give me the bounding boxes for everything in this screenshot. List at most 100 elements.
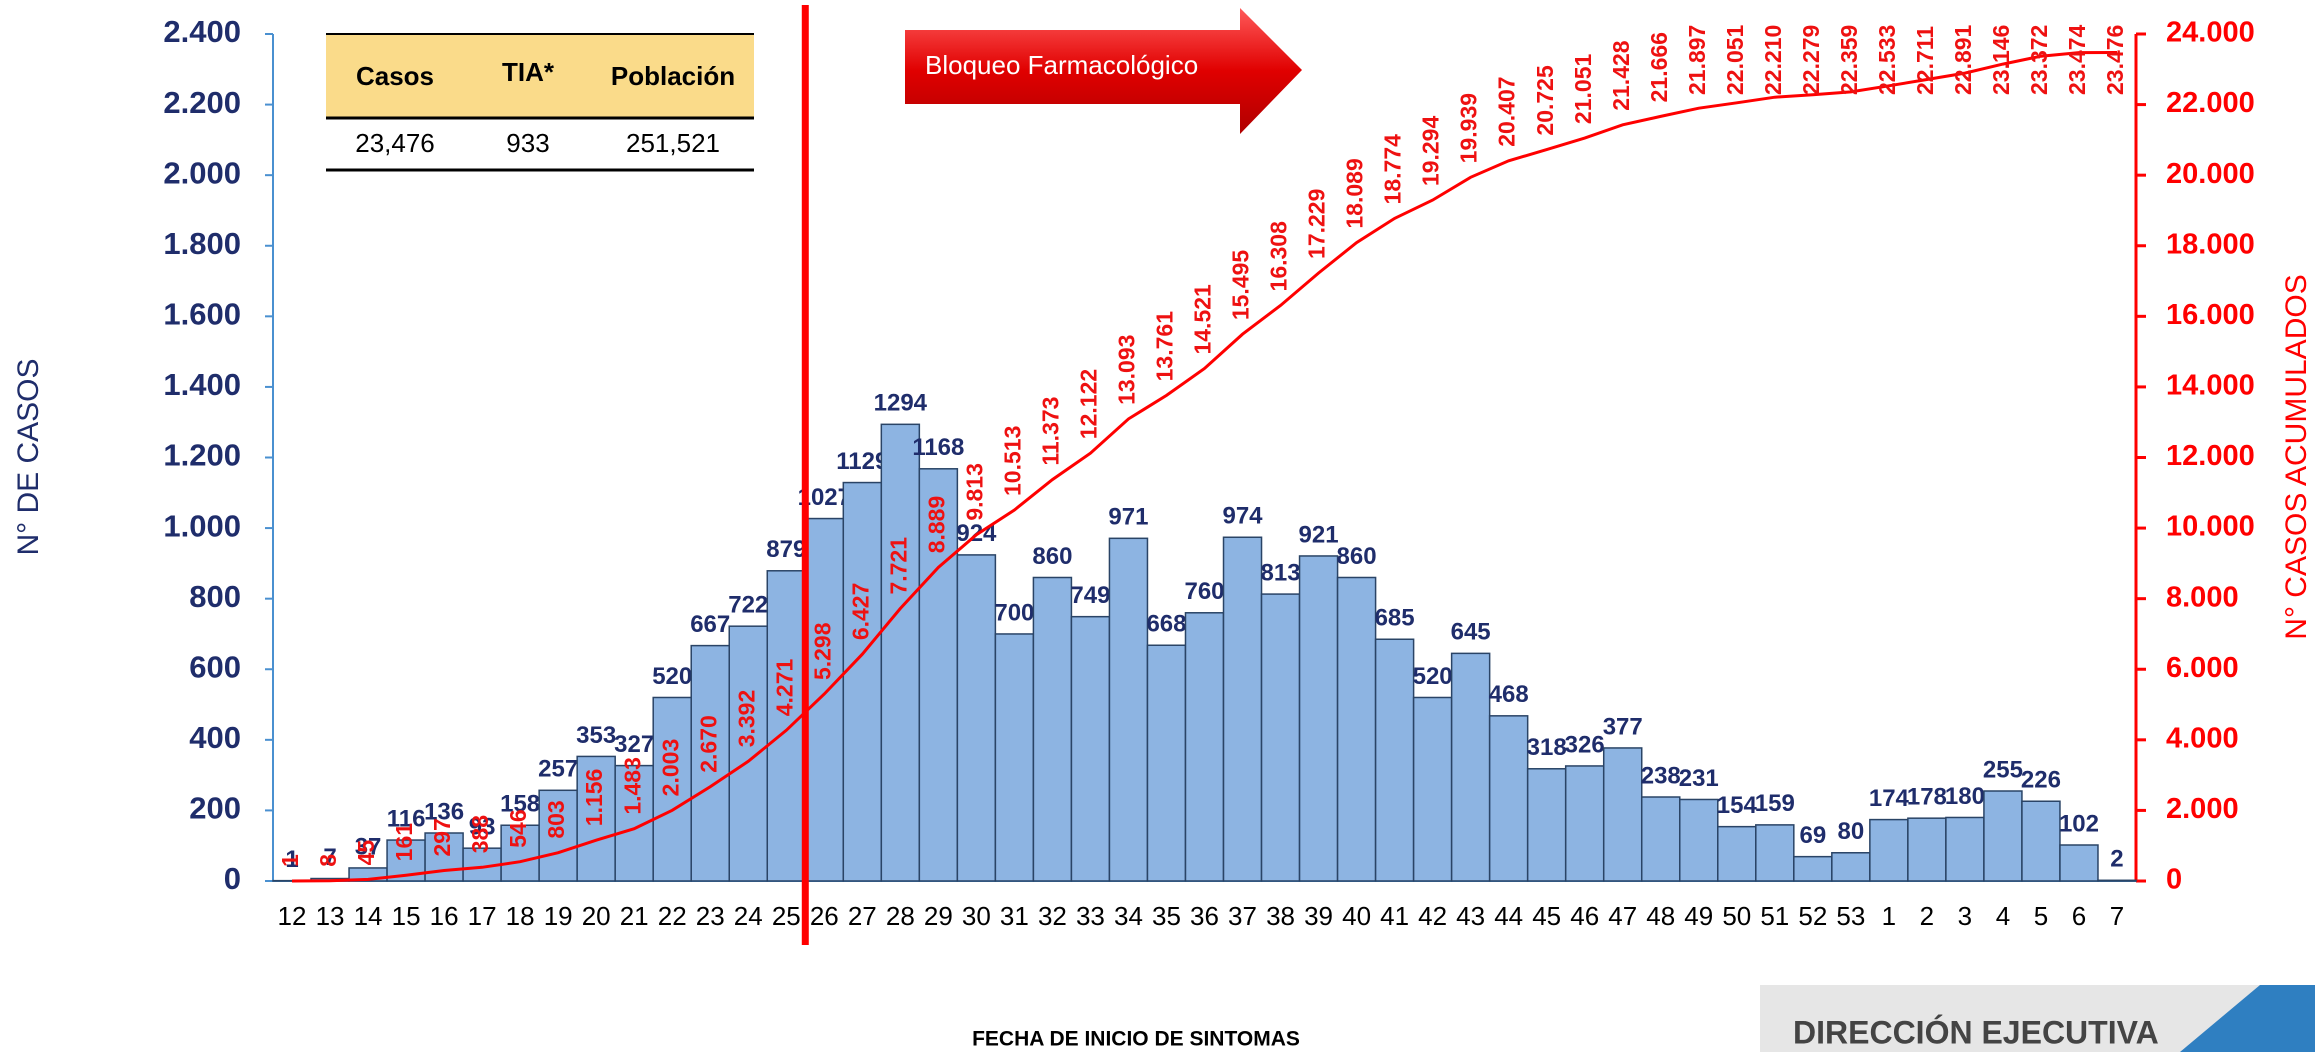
cumulative-label: 2.003 (657, 739, 683, 797)
cumulative-label: 9.813 (961, 463, 987, 521)
x-tick-label: 5 (2034, 901, 2048, 931)
bar-label: 178 (1907, 784, 1947, 811)
y2-tick-label: 14.000 (2166, 370, 2255, 402)
bar (1717, 825, 1757, 882)
table-header: Casos (356, 61, 434, 91)
x-tick-label: 2 (1920, 901, 1934, 931)
bar (1526, 768, 1567, 882)
y2-tick-label: 8.000 (2166, 581, 2239, 613)
bar (1793, 855, 1833, 882)
x-tick-label: 21 (620, 901, 649, 931)
x-tick-label: 42 (1418, 901, 1447, 931)
bar-label: 93 (469, 814, 496, 841)
x-tick-label: 38 (1266, 901, 1295, 931)
bar-label: 37 (355, 833, 382, 860)
bar-label: 136 (424, 798, 464, 825)
bar-label: 353 (576, 722, 616, 749)
x-tick-label: 24 (734, 901, 763, 931)
bar (804, 517, 845, 882)
table-cell: 23,476 (355, 128, 435, 158)
cumulative-label: 11.373 (1037, 397, 1063, 466)
cumulative-label: 3.392 (733, 690, 759, 748)
x-tick-label: 27 (848, 901, 877, 931)
x-tick-label: 46 (1570, 901, 1599, 931)
bar (1032, 576, 1073, 882)
x-tick-label: 47 (1608, 901, 1637, 931)
bar (2097, 879, 2137, 882)
cumulative-label: 22.711 (1912, 26, 1938, 95)
bar (538, 789, 578, 882)
y2-tick-label: 16.000 (2166, 299, 2255, 331)
bar-label: 813 (1261, 559, 1301, 586)
y-tick-label: 2.000 (163, 155, 241, 190)
cumulative-label: 803 (543, 800, 569, 838)
cumulative-label: 21.428 (1608, 40, 1634, 111)
y-tick-label: 2.400 (163, 14, 241, 49)
x-tick-label: 6 (2072, 901, 2086, 931)
cumulative-label: 22.210 (1760, 25, 1786, 95)
x-tick-label: 15 (392, 901, 421, 931)
x-tick-label: 13 (316, 901, 345, 931)
cumulative-label: 15.495 (1228, 250, 1254, 321)
x-tick-label: 52 (1798, 901, 1827, 931)
cumulative-label: 13.761 (1152, 311, 1178, 382)
bar-label: 1129 (836, 448, 888, 475)
x-tick-label: 31 (1000, 901, 1029, 931)
bar (1412, 696, 1453, 882)
x-tick-label: 28 (886, 901, 915, 931)
bar-label: 860 (1337, 543, 1377, 570)
bar-label: 159 (1755, 790, 1795, 817)
x-tick-label: 17 (468, 901, 497, 931)
table-cell: 933 (506, 128, 549, 158)
y2-tick-label: 20.000 (2166, 158, 2255, 190)
cumulative-label: 22.891 (1950, 24, 1976, 95)
bar (1374, 638, 1415, 882)
y-tick-label: 200 (189, 791, 241, 826)
x-tick-label: 23 (696, 901, 725, 931)
y2-tick-label: 12.000 (2166, 440, 2255, 472)
x-tick-label: 49 (1684, 901, 1713, 931)
bar (1983, 790, 2023, 882)
cumulative-label: 7.721 (885, 537, 911, 595)
cumulative-label: 21.051 (1570, 54, 1596, 125)
bar (1869, 818, 1909, 882)
logo-text: DIRECCIÓN EJECUTIVA (1793, 1014, 2159, 1050)
bar-label: 102 (2059, 810, 2099, 837)
cumulative-label: 1.483 (619, 757, 645, 815)
y2-tick-label: 4.000 (2166, 722, 2239, 754)
x-tick-label: 18 (506, 901, 535, 931)
cumulative-label: 8 (315, 854, 341, 867)
y-tick-label: 600 (189, 649, 241, 684)
bar (1602, 747, 1643, 882)
bar (1831, 852, 1871, 882)
bar (1070, 615, 1111, 882)
x-tick-label: 43 (1456, 901, 1485, 931)
cumulative-label: 22.533 (1874, 25, 1900, 95)
bar-label: 231 (1679, 765, 1719, 792)
bar-label: 377 (1603, 713, 1643, 740)
x-tick-label: 20 (582, 901, 611, 931)
bar (728, 625, 769, 882)
cumulative-label: 22.051 (1722, 24, 1748, 95)
bar-label: 69 (1799, 822, 1826, 849)
y-tick-label: 0 (224, 861, 241, 896)
bar-label: 879 (766, 536, 806, 563)
x-tick-label: 22 (658, 901, 687, 931)
cumulative-label: 22.359 (1836, 25, 1862, 95)
bar-label: 1294 (874, 390, 928, 417)
cumulative-label: 1 (277, 854, 303, 867)
y2-tick-label: 10.000 (2166, 511, 2255, 543)
bar-label: 700 (994, 599, 1034, 626)
bar-label: 238 (1641, 762, 1681, 789)
bar (880, 423, 921, 882)
bar (1222, 536, 1263, 882)
cumulative-label: 23.476 (2102, 25, 2128, 95)
y2-axis-title: N° CASOS ACUMULADOS (2280, 274, 2313, 639)
cumulative-label: 20.407 (1494, 76, 1520, 146)
cumulative-label: 14.521 (1190, 284, 1216, 355)
bar (690, 644, 730, 882)
bar-label: 326 (1565, 731, 1605, 758)
x-tick-label: 26 (810, 901, 839, 931)
cumulative-label: 6.427 (847, 583, 873, 641)
